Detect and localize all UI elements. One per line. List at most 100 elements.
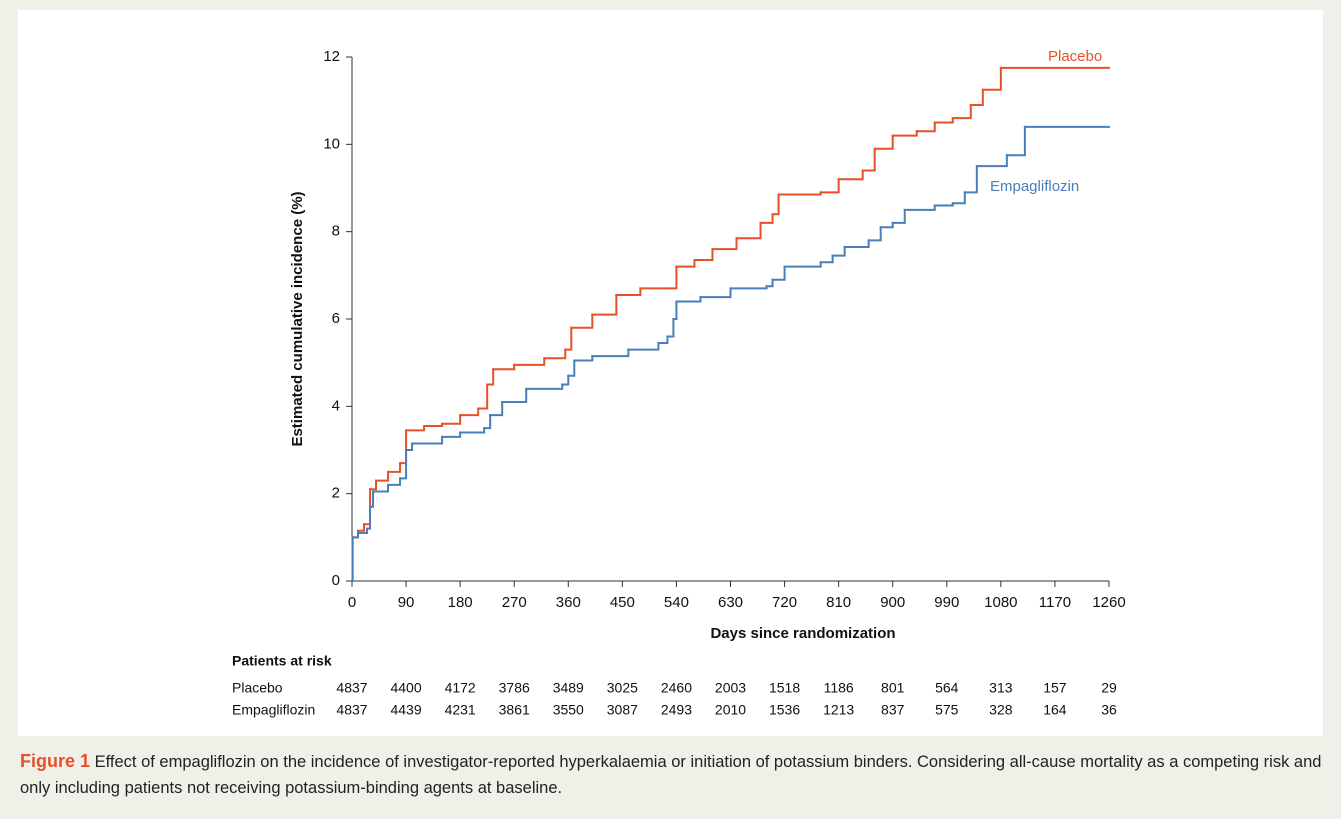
x-tick-label: 90 <box>398 594 415 611</box>
step-segment <box>672 300 678 320</box>
step-segment <box>819 178 840 194</box>
x-tick-label: 900 <box>880 594 905 611</box>
step-segment <box>351 536 354 582</box>
step-segment <box>777 191 822 196</box>
step-segment <box>357 527 369 534</box>
step-segment <box>573 355 594 362</box>
at-risk-count: 3087 <box>607 702 638 718</box>
at-risk-count: 4837 <box>336 680 367 696</box>
step-segment <box>693 248 714 262</box>
step-segment <box>477 383 489 410</box>
step-segment <box>837 169 864 181</box>
at-risk-count: 4439 <box>390 702 421 718</box>
step-segment <box>867 226 882 242</box>
x-tick-label: 270 <box>502 594 527 611</box>
step-segment <box>771 265 786 281</box>
at-risk-count: 3489 <box>553 680 584 696</box>
x-tick-label: 1260 <box>1092 594 1125 611</box>
step-segment <box>759 213 774 224</box>
step-segment <box>675 259 696 268</box>
x-tick-label: 630 <box>718 594 743 611</box>
at-risk-count: 837 <box>881 702 905 718</box>
step-segment <box>441 414 462 425</box>
step-segment <box>564 326 573 351</box>
step-segment <box>915 121 936 133</box>
step-segment <box>543 348 567 360</box>
series-label: Placebo <box>1048 48 1102 65</box>
step-segment <box>951 104 972 120</box>
at-risk-count: 3025 <box>607 680 638 696</box>
at-risk-count: 2010 <box>715 702 746 718</box>
step-segment <box>975 154 1008 168</box>
at-risk-count: 575 <box>935 702 959 718</box>
step-segment <box>933 202 954 207</box>
step-segment <box>366 505 372 530</box>
at-risk-count: 3550 <box>553 702 584 718</box>
at-risk-count: 3786 <box>499 680 530 696</box>
step-segment <box>501 387 528 403</box>
step-segment <box>405 442 414 451</box>
x-tick-label: 360 <box>556 594 581 611</box>
step-segment <box>570 313 594 329</box>
at-risk-count: 328 <box>989 702 1013 718</box>
step-segment <box>561 374 570 386</box>
figure-panel <box>18 10 1323 736</box>
caption-text: Effect of empagliflozin on the incidence… <box>20 753 1322 797</box>
at-risk-count: 1536 <box>769 702 800 718</box>
caption-label: Figure 1 <box>20 751 91 771</box>
step-segment <box>387 462 402 473</box>
at-risk-count: 36 <box>1101 702 1117 718</box>
step-segment <box>873 134 894 150</box>
y-axis-title: Estimated cumulative incidence (%) <box>289 191 306 446</box>
at-risk-count: 157 <box>1043 680 1067 696</box>
step-segment <box>591 293 618 316</box>
step-segment <box>771 193 780 216</box>
y-tick-label: 4 <box>332 397 340 414</box>
y-tick-label: 12 <box>323 48 340 65</box>
step-segment <box>1005 125 1026 157</box>
step-segment <box>891 208 906 224</box>
at-risk-count: 313 <box>989 680 1013 696</box>
step-segment <box>843 239 870 248</box>
step-segment <box>699 287 732 299</box>
step-segment <box>891 130 918 137</box>
step-segment <box>591 348 630 358</box>
x-tick-label: 1170 <box>1039 594 1071 611</box>
at-risk-count: 4837 <box>336 702 367 718</box>
y-tick-label: 6 <box>332 310 340 327</box>
step-segment <box>666 318 675 338</box>
step-segment <box>969 88 984 107</box>
x-tick-label: 810 <box>826 594 851 611</box>
step-segment <box>735 221 762 240</box>
step-segment <box>369 490 375 508</box>
step-segment <box>981 66 1002 91</box>
at-risk-count: 564 <box>935 680 959 696</box>
step-segment <box>387 477 402 486</box>
step-segment <box>831 245 846 257</box>
step-segment <box>963 165 978 194</box>
at-risk-count: 4231 <box>445 702 476 718</box>
at-risk-count: 29 <box>1101 680 1117 696</box>
step-segment <box>492 363 516 371</box>
step-segment <box>819 254 834 264</box>
step-segment <box>951 191 966 205</box>
x-tick-label: 0 <box>348 594 356 611</box>
caption: Figure 1 Effect of empagliflozin on the … <box>20 748 1325 801</box>
step-segment <box>675 296 702 303</box>
at-risk-title: Patients at risk <box>232 653 332 669</box>
step-segment <box>666 265 678 290</box>
y-tick-label: 0 <box>332 572 340 589</box>
at-risk-row-label: Placebo <box>232 680 283 696</box>
step-segment <box>627 342 660 351</box>
step-segment <box>423 422 444 427</box>
at-risk-count: 2460 <box>661 680 692 696</box>
step-segment <box>399 449 408 480</box>
step-segment <box>879 221 894 229</box>
chart: Estimated cumulative incidence (%) Days … <box>232 48 1126 718</box>
at-risk-count: 164 <box>1043 702 1067 718</box>
step-segment <box>567 359 576 377</box>
step-segment <box>483 414 492 430</box>
step-segment <box>933 117 954 124</box>
at-risk-count: 4400 <box>390 680 421 696</box>
x-tick-label: 450 <box>610 594 635 611</box>
